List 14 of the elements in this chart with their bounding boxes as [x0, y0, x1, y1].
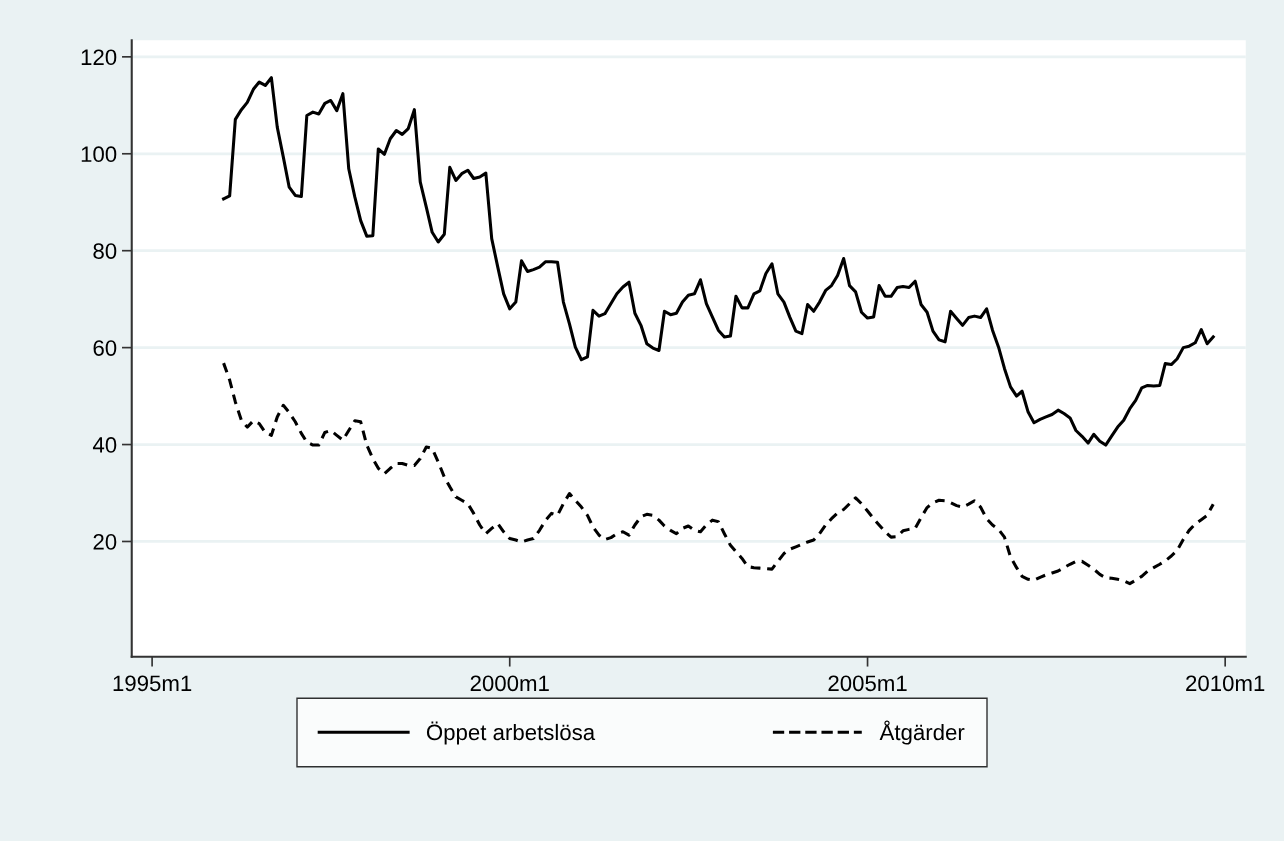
- x-tick-label: 1995m1: [113, 675, 192, 692]
- line-series: [222, 361, 1215, 586]
- legend-label: Åtgärder: [879, 720, 965, 745]
- line-series: [222, 76, 1215, 447]
- x-tick-label: 2010m1: [1186, 675, 1265, 692]
- legend-label: Öppet arbetslösa: [426, 721, 596, 745]
- y-tick-label: 80: [93, 243, 117, 259]
- x-tick-label: 2000m1: [470, 675, 549, 692]
- y-tick-label: 20: [93, 534, 117, 550]
- y-tick-label: 60: [93, 340, 117, 356]
- y-tick-label: 40: [92, 437, 117, 453]
- y-tick-label: 100: [81, 146, 117, 163]
- y-tick-label: 120: [81, 49, 117, 66]
- x-tick-label: 2005m1: [828, 675, 907, 692]
